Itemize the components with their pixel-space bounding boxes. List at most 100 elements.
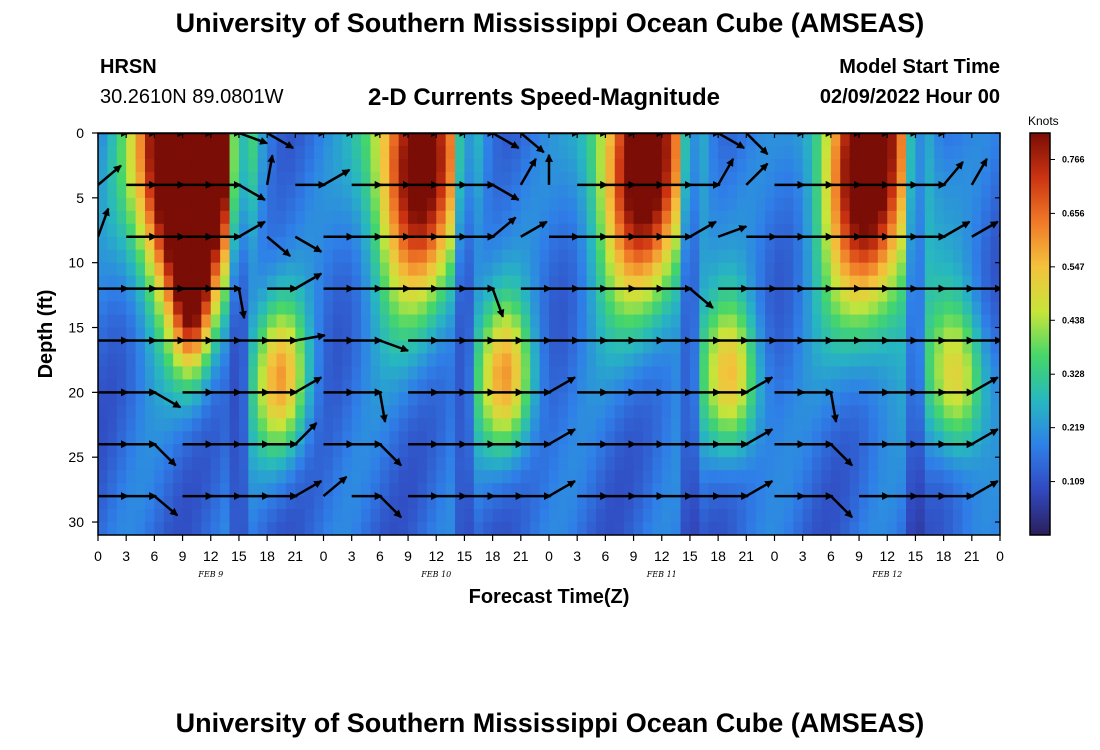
heatmap-cell: [736, 133, 747, 147]
heatmap-cell: [971, 509, 982, 523]
heatmap-cell: [520, 236, 531, 251]
heatmap-cell: [812, 496, 823, 510]
heatmap-cell: [736, 366, 747, 380]
heatmap-cell: [182, 457, 193, 471]
heatmap-cell: [868, 223, 879, 238]
heatmap-cell: [483, 171, 494, 186]
heatmap-cell: [436, 353, 447, 368]
heatmap-cell: [361, 301, 372, 316]
heatmap-cell: [586, 483, 597, 497]
heatmap-cell: [295, 262, 306, 277]
heatmap-cell: [135, 366, 146, 380]
heatmap-cell: [642, 210, 653, 225]
heatmap-cell: [154, 470, 165, 484]
heatmap-cell: [154, 236, 165, 251]
heatmap-cell: [633, 444, 644, 458]
heatmap-cell: [718, 327, 729, 342]
heatmap-cell: [173, 366, 184, 380]
heatmap-cell: [868, 483, 879, 497]
heatmap-cell: [135, 327, 146, 342]
heatmap-cell: [821, 275, 832, 290]
heatmap-cell: [689, 431, 700, 445]
heatmap-cell: [614, 210, 625, 225]
heatmap-cell: [426, 327, 437, 342]
heatmap-cell: [257, 327, 268, 342]
heatmap-cell: [248, 301, 259, 316]
heatmap-cell: [473, 197, 484, 212]
heatmap-cell: [304, 133, 315, 147]
heatmap-cell: [483, 457, 494, 471]
heatmap-cell: [361, 288, 372, 303]
heatmap-cell: [877, 340, 888, 355]
heatmap-cell: [238, 340, 249, 355]
heatmap-cell: [417, 236, 428, 251]
heatmap-cell: [370, 509, 381, 523]
heatmap-cell: [126, 366, 137, 380]
heatmap-cell: [915, 470, 926, 484]
heatmap-cell: [727, 366, 738, 380]
heatmap-cell: [370, 431, 381, 445]
heatmap-cell: [887, 249, 898, 264]
heatmap-cell: [464, 483, 475, 497]
heatmap-cell: [887, 431, 898, 445]
heatmap-cell: [652, 405, 663, 419]
heatmap-cell: [906, 145, 917, 160]
heatmap-cell: [464, 288, 475, 303]
heatmap-cell: [351, 223, 362, 238]
heatmap-cell: [877, 171, 888, 186]
heatmap-cell: [765, 301, 776, 316]
heatmap-cell: [887, 301, 898, 316]
heatmap-cell: [389, 340, 400, 355]
heatmap-cell: [680, 184, 691, 199]
heatmap-cell: [661, 301, 672, 316]
heatmap-cell: [849, 210, 860, 225]
heatmap-cell: [173, 171, 184, 186]
heatmap-cell: [379, 366, 390, 380]
heatmap-cell: [793, 496, 804, 510]
heatmap-cell: [455, 210, 466, 225]
heatmap-cell: [182, 262, 193, 277]
heatmap-cell: [332, 262, 343, 277]
heatmap-cell: [379, 249, 390, 264]
heatmap-cell: [276, 418, 287, 432]
heatmap-cell: [144, 288, 155, 303]
heatmap-cell: [98, 483, 108, 497]
heatmap-cell: [699, 444, 710, 458]
heatmap-cell: [652, 327, 663, 342]
heatmap-cell: [830, 340, 841, 355]
heatmap-cell: [962, 379, 973, 393]
heatmap-cell: [971, 353, 982, 368]
heatmap-cell: [351, 158, 362, 173]
heatmap-cell: [351, 496, 362, 510]
heatmap-cell: [135, 379, 146, 393]
heatmap-cell: [389, 288, 400, 303]
heatmap-cell: [304, 184, 315, 199]
heatmap-cell: [577, 262, 588, 277]
heatmap-cell: [943, 340, 954, 355]
heatmap-cell: [924, 366, 935, 380]
current-vector: [153, 443, 177, 467]
heatmap-cell: [473, 457, 484, 471]
heatmap-cell: [464, 197, 475, 212]
heatmap-cell: [840, 249, 851, 264]
heatmap-cell: [567, 262, 578, 277]
heatmap-cell: [107, 275, 118, 290]
heatmap-cell: [896, 366, 907, 380]
heatmap-cell: [295, 366, 306, 380]
heatmap-cell: [220, 457, 231, 471]
heatmap-cell: [220, 301, 231, 316]
heatmap-cell: [398, 275, 409, 290]
heatmap-cell: [605, 145, 616, 160]
heatmap-cell: [473, 431, 484, 445]
heatmap-cell: [830, 314, 841, 329]
heatmap-cell: [953, 197, 964, 212]
heatmap-cell: [727, 379, 738, 393]
heatmap-cell: [821, 184, 832, 199]
current-vector: [98, 207, 110, 238]
heatmap-cell: [539, 236, 550, 251]
heatmap-cell: [445, 210, 456, 225]
heatmap-cell: [680, 171, 691, 186]
heatmap-cell: [765, 249, 776, 264]
heatmap-cell: [849, 470, 860, 484]
heatmap-cell: [887, 418, 898, 432]
